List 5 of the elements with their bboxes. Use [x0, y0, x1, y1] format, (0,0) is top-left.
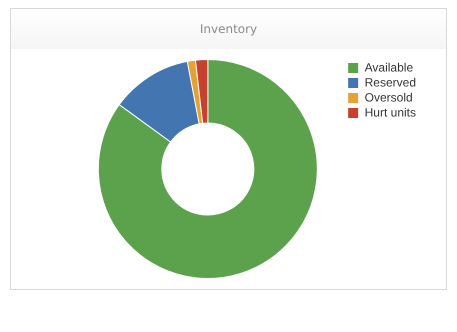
- legend-label: Reserved: [364, 75, 416, 90]
- legend-label: Available: [364, 60, 414, 74]
- chart-title: Inventory: [200, 22, 258, 36]
- legend-label: Oversold: [364, 90, 413, 104]
- legend-label: Hurt units: [364, 105, 416, 120]
